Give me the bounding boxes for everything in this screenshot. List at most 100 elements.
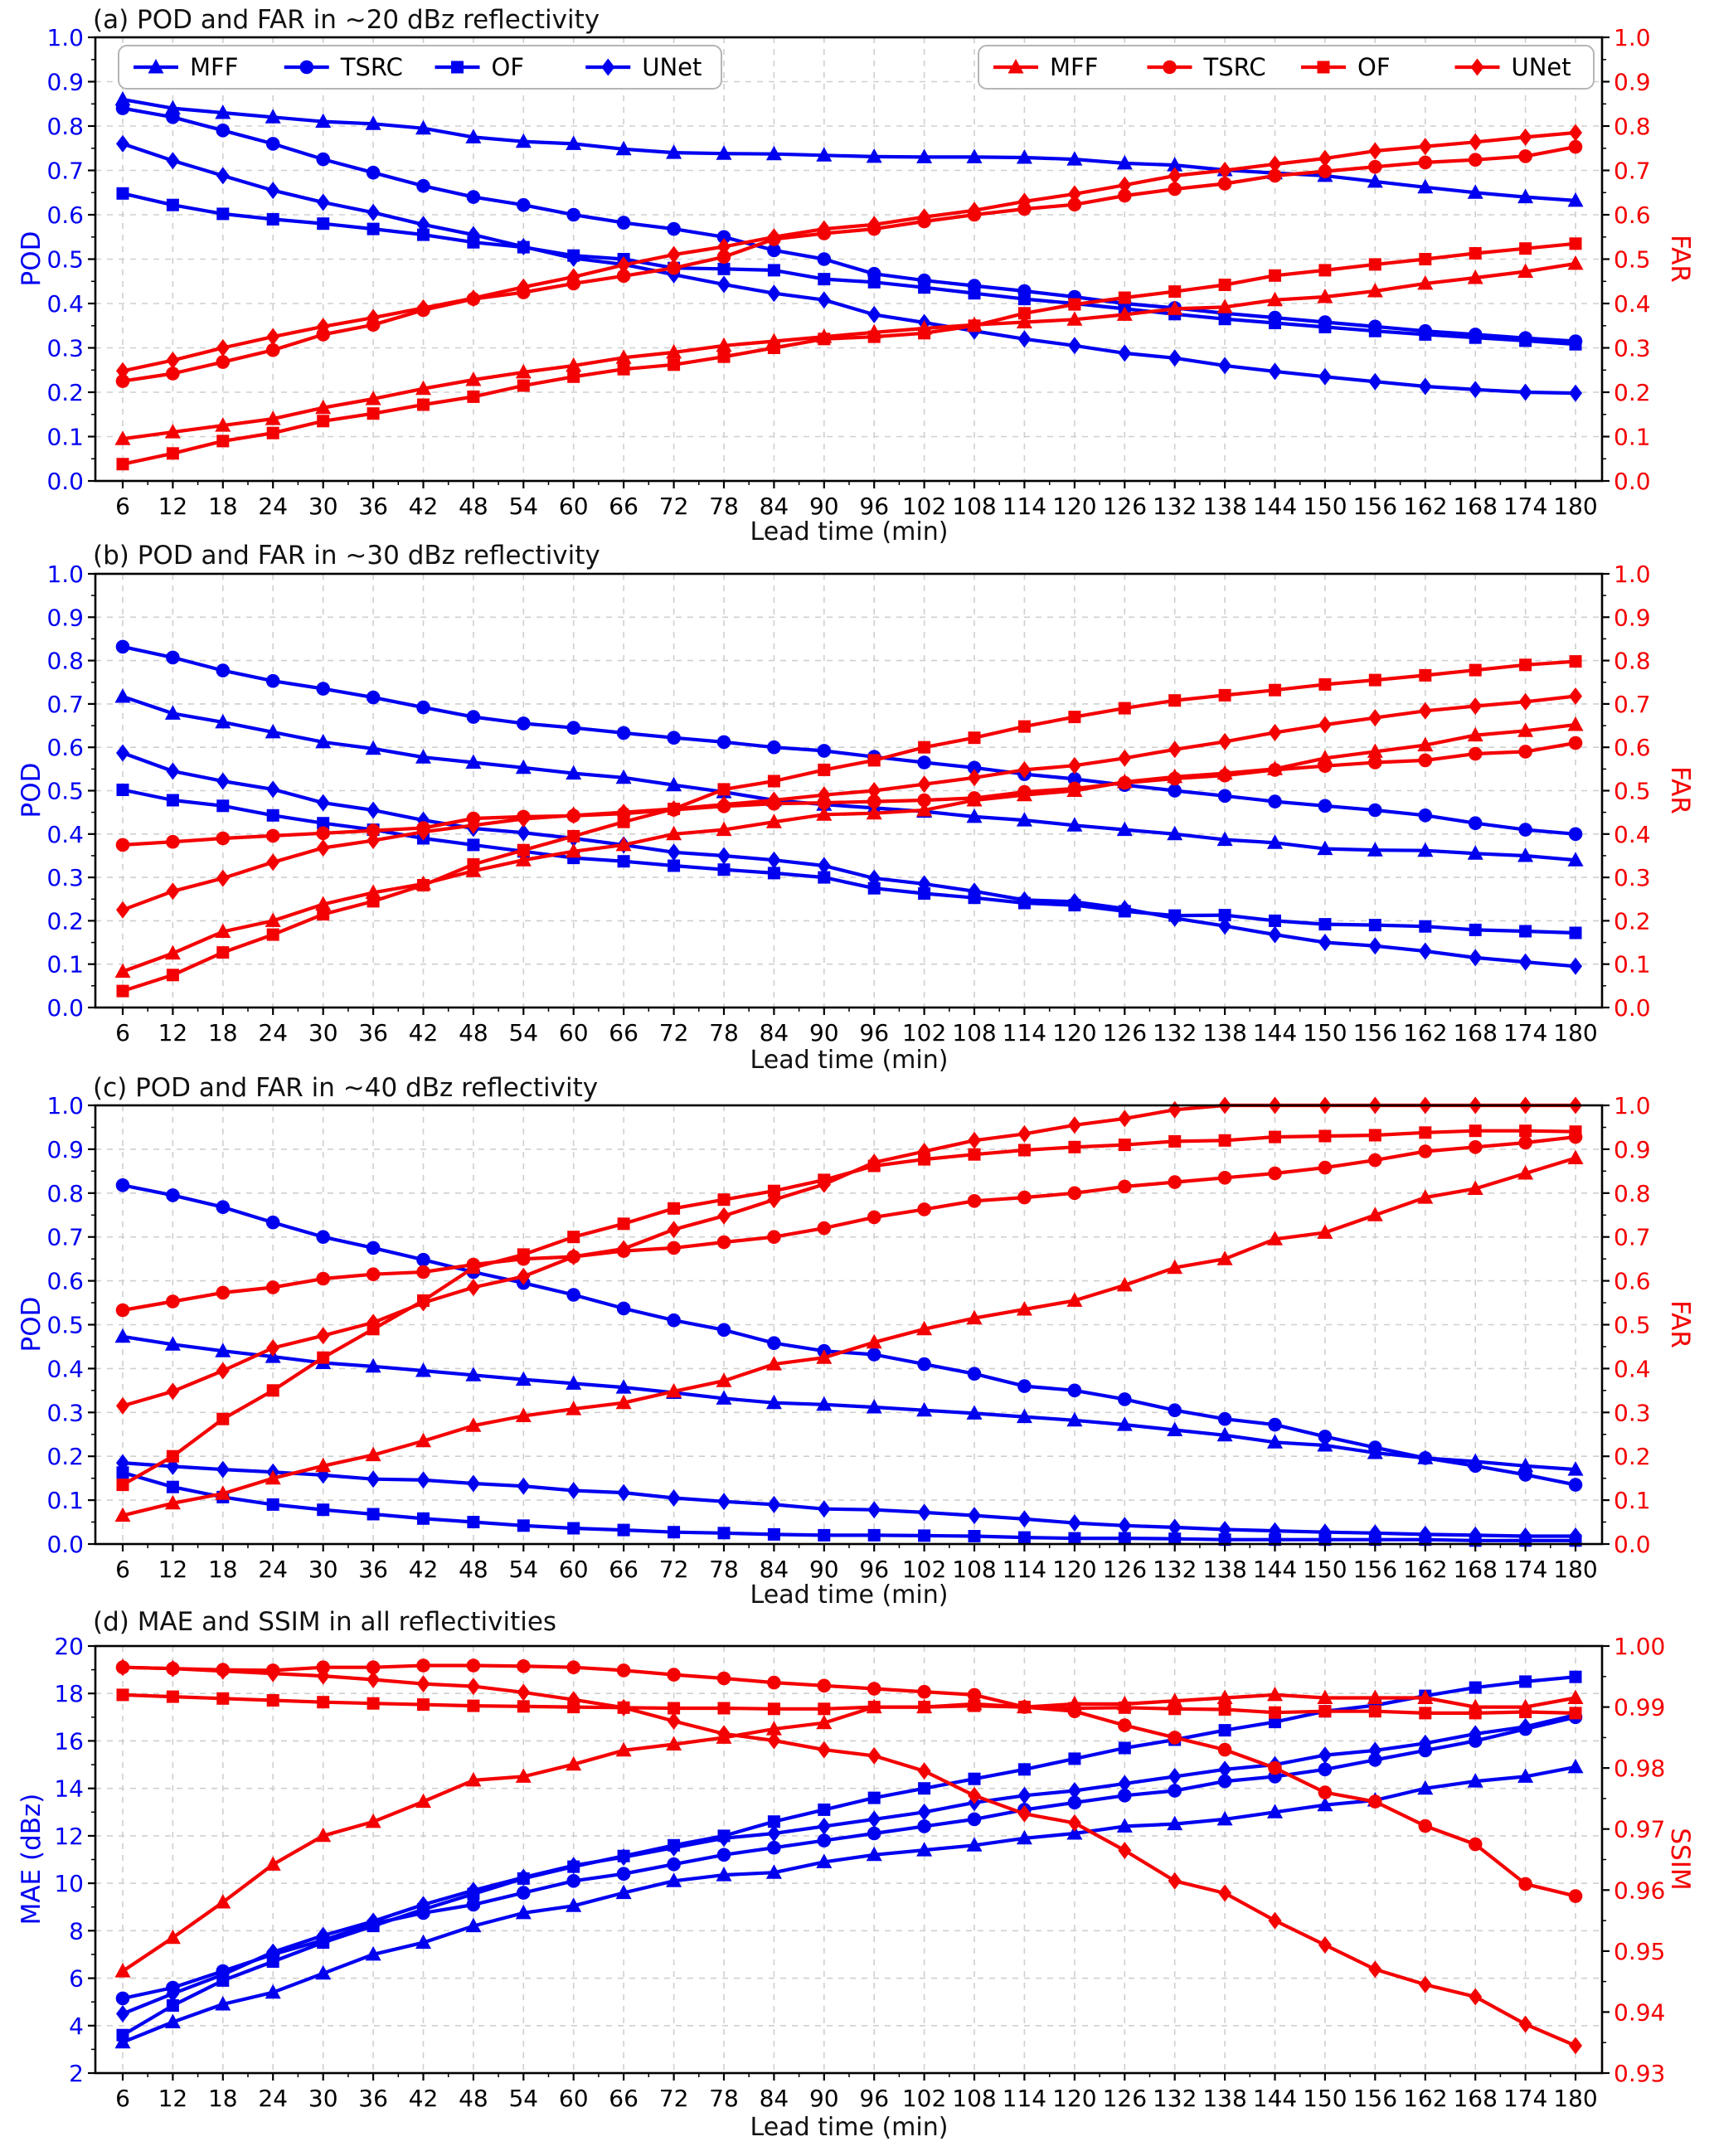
svg-text:0.6: 0.6	[46, 734, 84, 761]
panel-a-ylabel-right: FAR	[1665, 235, 1695, 283]
svg-text:72: 72	[659, 2085, 689, 2112]
svg-text:0.5: 0.5	[1614, 246, 1651, 274]
svg-text:42: 42	[409, 493, 439, 520]
svg-text:150: 150	[1303, 1019, 1347, 1046]
svg-text:114: 114	[1003, 1556, 1046, 1583]
svg-text:0.99: 0.99	[1614, 1694, 1665, 1721]
panel-d-xlabel: Lead time (min)	[750, 2113, 949, 2142]
svg-text:0.2: 0.2	[1614, 907, 1651, 935]
svg-text:156: 156	[1353, 1556, 1397, 1583]
svg-text:168: 168	[1453, 1019, 1497, 1046]
svg-text:126: 126	[1103, 1556, 1147, 1583]
svg-text:0.9: 0.9	[1614, 69, 1651, 96]
svg-text:72: 72	[659, 1556, 689, 1583]
panel-c-title: (c) POD and FAR in ~40 dBz reflectivity	[93, 1073, 599, 1103]
svg-text:0.8: 0.8	[46, 1180, 84, 1207]
svg-text:10: 10	[54, 1870, 84, 1897]
svg-text:138: 138	[1202, 1556, 1246, 1583]
svg-text:72: 72	[659, 1019, 689, 1046]
svg-text:0.6: 0.6	[46, 1268, 84, 1295]
svg-text:18: 18	[208, 493, 238, 520]
svg-text:78: 78	[709, 1556, 739, 1583]
svg-text:30: 30	[308, 493, 338, 520]
svg-text:0.9: 0.9	[1614, 604, 1651, 631]
svg-text:0.98: 0.98	[1614, 1755, 1665, 1782]
svg-text:156: 156	[1353, 1019, 1397, 1046]
svg-text:120: 120	[1052, 1556, 1096, 1583]
svg-text:174: 174	[1503, 1019, 1547, 1046]
panel-b-ylabel-left: POD	[17, 762, 46, 818]
svg-text:132: 132	[1153, 1556, 1197, 1583]
svg-text:0.3: 0.3	[46, 335, 84, 362]
svg-text:12: 12	[158, 493, 188, 520]
svg-text:66: 66	[609, 1019, 639, 1046]
svg-text:0.2: 0.2	[46, 1443, 84, 1470]
svg-text:1.0: 1.0	[46, 24, 84, 51]
svg-text:0.94: 0.94	[1614, 1998, 1665, 2026]
svg-text:0.8: 0.8	[46, 113, 84, 140]
svg-text:8: 8	[69, 1917, 84, 1945]
svg-text:54: 54	[508, 493, 538, 520]
svg-text:60: 60	[559, 2085, 589, 2112]
panel-b-xlabel: Lead time (min)	[750, 1046, 949, 1075]
svg-text:132: 132	[1153, 493, 1197, 520]
svg-text:72: 72	[659, 493, 689, 520]
svg-text:120: 120	[1052, 493, 1096, 520]
svg-text:144: 144	[1253, 493, 1297, 520]
panel-c-ylabel-right: FAR	[1665, 1300, 1695, 1348]
svg-text:168: 168	[1453, 1556, 1497, 1583]
svg-text:180: 180	[1553, 1556, 1597, 1583]
svg-text:168: 168	[1453, 493, 1497, 520]
svg-text:84: 84	[760, 2085, 789, 2112]
svg-text:0.0: 0.0	[46, 994, 84, 1022]
svg-text:20: 20	[54, 1633, 84, 1660]
svg-text:0.1: 0.1	[1614, 951, 1651, 978]
svg-text:156: 156	[1353, 2085, 1397, 2112]
svg-text:0.3: 0.3	[1614, 864, 1651, 891]
svg-text:144: 144	[1253, 1019, 1297, 1046]
svg-text:78: 78	[709, 2085, 739, 2112]
svg-text:0.5: 0.5	[1614, 1312, 1651, 1339]
svg-text:0.8: 0.8	[1614, 648, 1651, 675]
svg-text:24: 24	[258, 1556, 288, 1583]
svg-text:138: 138	[1202, 1019, 1246, 1046]
svg-text:6: 6	[115, 1556, 130, 1583]
svg-text:108: 108	[952, 1556, 996, 1583]
svg-text:0.4: 0.4	[46, 1355, 84, 1382]
svg-text:0.4: 0.4	[1614, 821, 1651, 848]
svg-text:0.6: 0.6	[46, 202, 84, 229]
svg-text:48: 48	[459, 1019, 488, 1046]
svg-text:0.0: 0.0	[46, 1531, 84, 1558]
svg-text:48: 48	[459, 2085, 488, 2112]
svg-text:162: 162	[1403, 2085, 1447, 2112]
svg-text:24: 24	[258, 493, 288, 520]
svg-text:150: 150	[1303, 2085, 1347, 2112]
svg-text:0.9: 0.9	[1614, 1136, 1651, 1163]
svg-text:162: 162	[1403, 1556, 1447, 1583]
svg-text:18: 18	[208, 1019, 238, 1046]
svg-text:30: 30	[308, 1019, 338, 1046]
svg-text:0.96: 0.96	[1614, 1877, 1665, 1904]
svg-text:0.3: 0.3	[1614, 335, 1651, 362]
svg-text:0.4: 0.4	[1614, 1355, 1651, 1382]
svg-text:180: 180	[1553, 2085, 1597, 2112]
panel-b-title: (b) POD and FAR in ~30 dBz reflectivity	[93, 541, 600, 571]
svg-text:126: 126	[1103, 1019, 1147, 1046]
svg-text:60: 60	[559, 1556, 589, 1583]
svg-text:0.9: 0.9	[46, 604, 84, 631]
svg-text:0.9: 0.9	[46, 1136, 84, 1163]
svg-text:66: 66	[609, 1556, 639, 1583]
svg-text:150: 150	[1303, 493, 1347, 520]
svg-text:180: 180	[1553, 493, 1597, 520]
svg-text:0.7: 0.7	[46, 691, 84, 718]
svg-text:42: 42	[409, 1556, 439, 1583]
svg-text:90: 90	[809, 1019, 839, 1046]
svg-text:0.2: 0.2	[46, 907, 84, 935]
svg-text:174: 174	[1503, 493, 1547, 520]
svg-text:168: 168	[1453, 2085, 1497, 2112]
svg-text:36: 36	[358, 2085, 388, 2112]
panel-c-ylabel-left: POD	[17, 1296, 46, 1352]
svg-text:0.9: 0.9	[46, 69, 84, 96]
